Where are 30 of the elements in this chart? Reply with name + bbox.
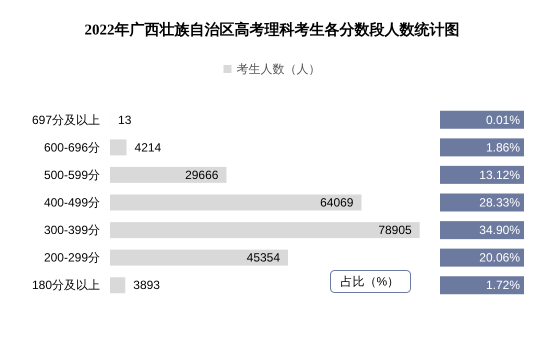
data-label: 3893 <box>133 278 160 292</box>
bar <box>110 222 420 238</box>
bar <box>110 194 362 210</box>
data-label: 29666 <box>185 168 219 182</box>
bar <box>110 139 127 156</box>
y-tick-label: 200-299分 <box>44 250 100 265</box>
bar <box>110 277 126 294</box>
text: 34.90% <box>479 223 520 238</box>
y-tick-label: 300-399分 <box>44 223 100 238</box>
legend-label: 考生人数（人） <box>236 62 320 76</box>
y-tick-label: 600-696分 <box>44 140 100 154</box>
y-tick-label: 180分及以上 <box>32 278 100 292</box>
annotation: 占比（%） <box>340 274 400 288</box>
y-tick-label: 400-499分 <box>44 196 100 210</box>
bar <box>110 250 288 266</box>
text: 28.33% <box>479 196 520 210</box>
data-label: 13 <box>118 112 132 127</box>
data-label: 64069 <box>320 196 354 210</box>
text: 20.06% <box>479 250 520 265</box>
text: 0.01% <box>486 112 520 127</box>
text: 13.12% <box>479 168 520 182</box>
text: 1.86% <box>486 140 520 154</box>
data-label: 4214 <box>134 140 162 154</box>
y-tick-label: 697分及以上 <box>32 112 100 127</box>
chart-title: 2022年广西壮族自治区高考理科考生各分数段人数统计图 <box>84 20 460 38</box>
data-label: 78905 <box>378 223 412 238</box>
data-label: 45354 <box>246 250 280 265</box>
text: 1.72% <box>486 278 520 292</box>
bar <box>110 166 226 183</box>
y-tick-label: 500-599分 <box>44 168 100 182</box>
